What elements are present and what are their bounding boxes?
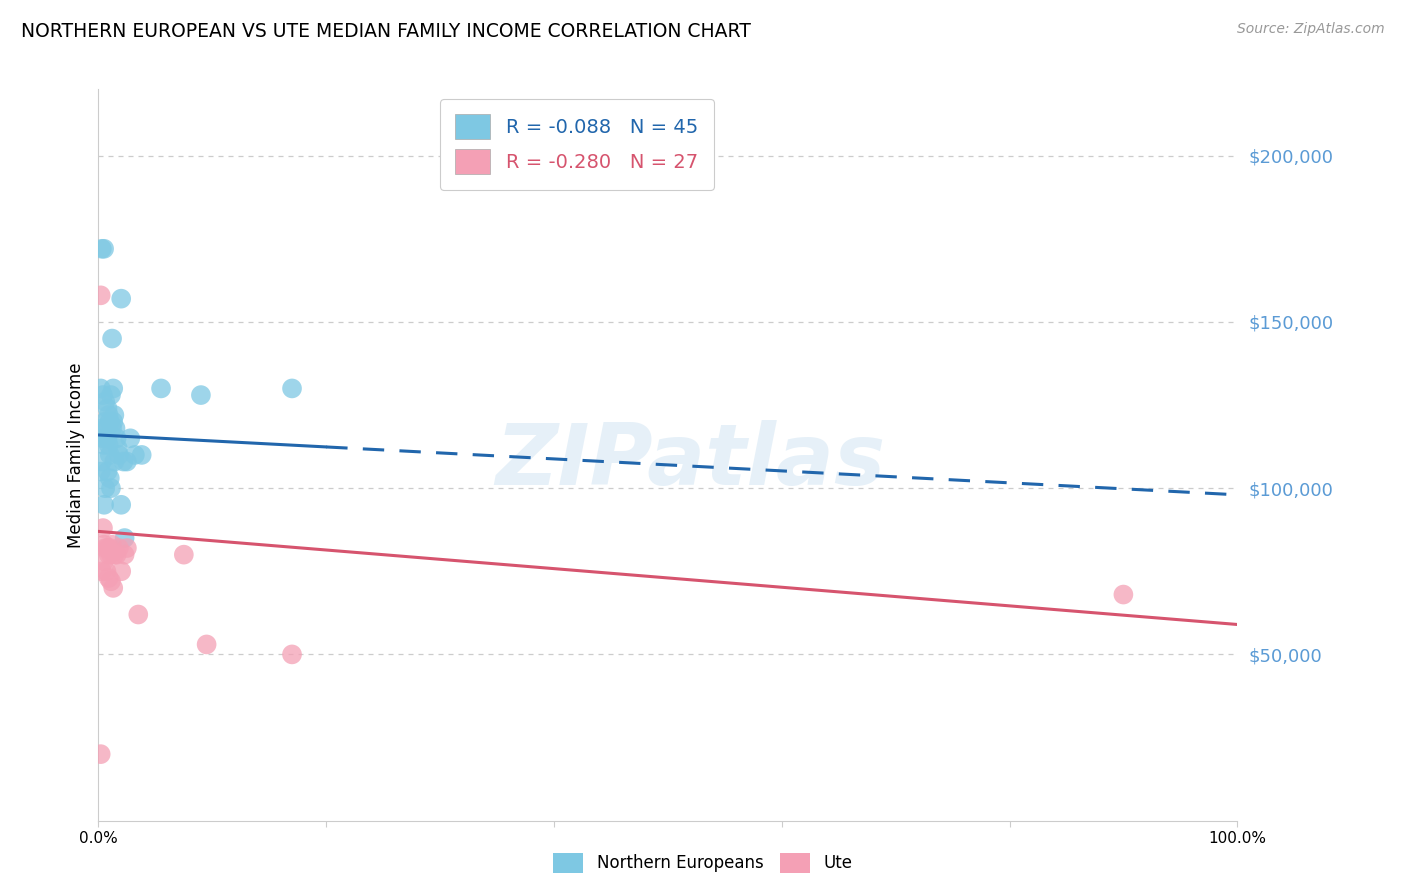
Point [97,438,120,452]
Point [107,442,129,456]
Legend: Northern Europeans, Ute: Northern Europeans, Ute [547,847,859,880]
Y-axis label: Median Family Income: Median Family Income [66,362,84,548]
Point [115,541,138,555]
Point [103,381,125,395]
Point [96,431,118,445]
Point [94,415,117,429]
Point [281,648,304,662]
Point [101,421,124,435]
Point [101,332,124,346]
Point [96,541,118,555]
Point [90,465,112,479]
Point [103,415,125,429]
Point [90,242,112,256]
Point [94,481,117,495]
Text: Source: ZipAtlas.com: Source: ZipAtlas.com [1237,22,1385,37]
Point [195,637,218,651]
Point [150,381,173,395]
Point [110,292,132,306]
Point [98,415,121,429]
Point [120,431,142,445]
Point [93,242,115,256]
Point [90,421,112,435]
Point [131,448,153,462]
Point [114,548,136,562]
Point [105,431,128,445]
Text: NORTHERN EUROPEAN VS UTE MEDIAN FAMILY INCOME CORRELATION CHART: NORTHERN EUROPEAN VS UTE MEDIAN FAMILY I… [21,22,751,41]
Point [93,554,115,568]
Point [90,747,112,761]
Point [110,498,132,512]
Point [103,454,125,468]
Point [104,421,127,435]
Point [190,388,212,402]
Point [100,481,122,495]
Point [100,548,122,562]
Point [115,454,138,468]
Point [93,498,115,512]
Point [90,564,112,578]
Point [98,541,121,555]
Point [100,388,122,402]
Point [101,538,124,552]
Point [97,408,120,422]
Legend: R = -0.088   N = 45, R = -0.280   N = 27: R = -0.088 N = 45, R = -0.280 N = 27 [440,99,714,190]
Point [110,564,132,578]
Point [91,521,114,535]
Point [96,421,118,435]
Point [97,571,120,585]
Point [112,454,135,468]
Point [90,381,112,395]
Point [124,448,146,462]
Point [173,548,195,562]
Point [96,465,118,479]
Point [91,431,114,445]
Point [103,408,125,422]
Point [103,548,125,562]
Point [98,448,121,462]
Point [108,541,131,555]
Point [127,607,149,622]
Point [105,548,128,562]
Text: ZIPatlas: ZIPatlas [495,420,886,503]
Point [90,454,112,468]
Point [97,548,120,562]
Point [93,438,115,452]
Point [93,538,115,552]
Point [94,394,117,409]
Point [103,581,125,595]
Point [96,401,118,416]
Point [98,471,121,485]
Point [100,574,122,589]
Point [96,564,118,578]
Point [94,541,117,555]
Point [108,448,131,462]
Point [281,381,304,395]
Point [1112,588,1135,602]
Point [91,388,114,402]
Point [90,288,112,302]
Point [114,531,136,545]
